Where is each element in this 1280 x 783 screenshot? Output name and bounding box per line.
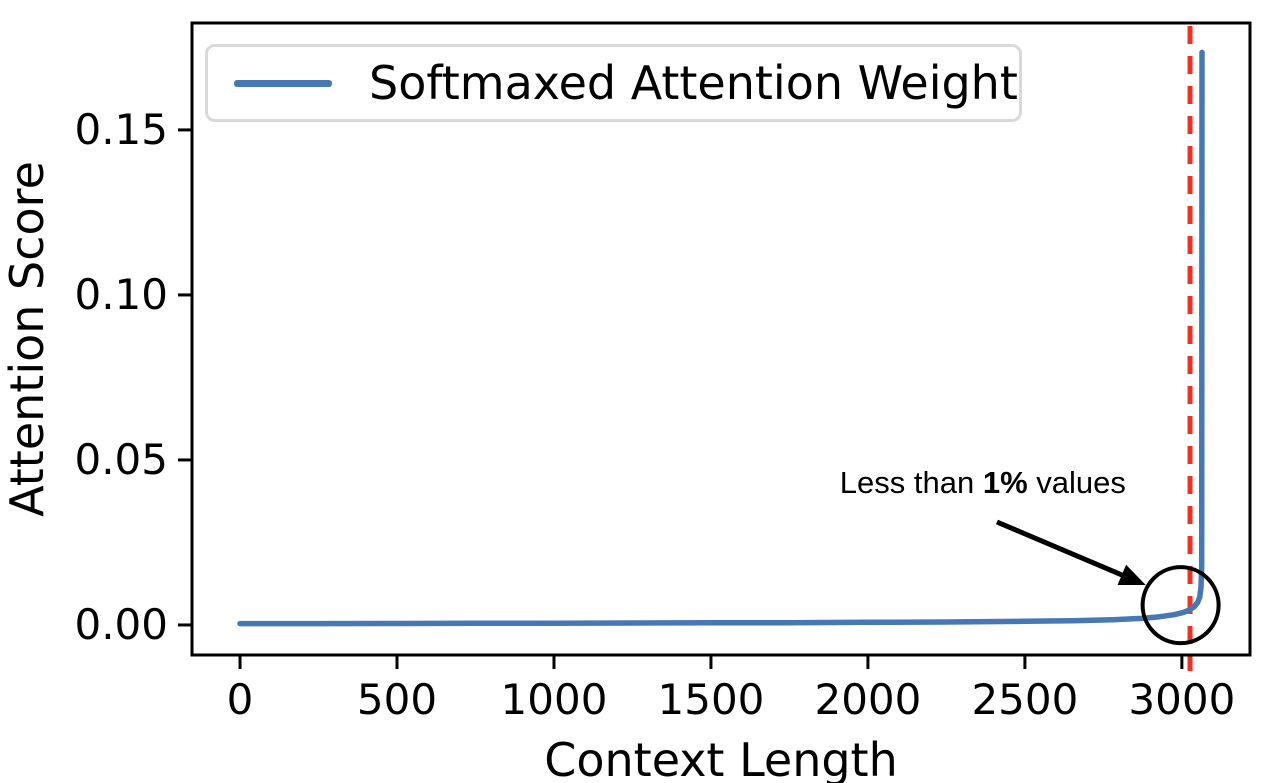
annotation-arrow-head-icon — [1117, 564, 1146, 586]
x-tick-label: 2500 — [971, 675, 1079, 724]
legend-label: Softmaxed Attention Weight — [369, 56, 1018, 110]
annotation-text-pre: Less than — [839, 465, 983, 501]
annotation-arrow-shaft — [995, 519, 1123, 578]
y-tick-label: 0.10 — [74, 269, 168, 319]
x-tick-label: 0 — [226, 675, 254, 724]
annotation-text: Less than 1% values — [840, 465, 1126, 501]
x-axis-label: Context Length — [544, 733, 898, 783]
y-tick-label: 0.05 — [74, 434, 168, 484]
y-axis-label: Attention Score — [0, 161, 54, 517]
x-tick-label: 500 — [356, 675, 438, 724]
x-tick-label: 1000 — [500, 675, 608, 724]
attention-weight-curve — [237, 49, 1205, 627]
annotation-text-bold: 1% — [982, 465, 1028, 501]
annotation-circle — [1140, 565, 1221, 646]
plot-border — [190, 21, 1252, 657]
y-tick-label: 0.15 — [74, 104, 168, 154]
x-tick-label: 3000 — [1128, 675, 1236, 724]
annotation-text-post: values — [1027, 465, 1126, 501]
legend: Softmaxed Attention Weight — [205, 44, 1022, 122]
x-tick-label: 2000 — [814, 675, 922, 724]
legend-line-sample-icon — [234, 79, 332, 87]
y-tick-label: 0.00 — [74, 599, 168, 649]
x-tick-label: 1500 — [657, 675, 765, 724]
